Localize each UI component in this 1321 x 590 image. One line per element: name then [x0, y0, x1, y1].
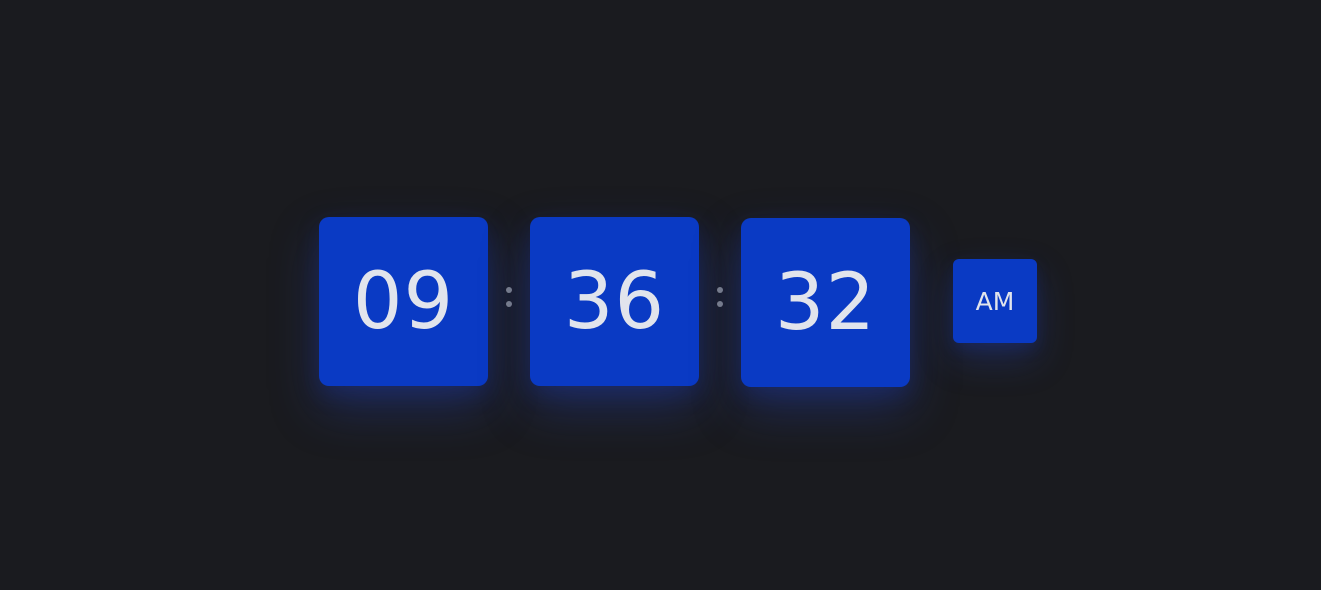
separator-dot — [506, 287, 512, 293]
separator-dot — [506, 301, 512, 307]
hours-tile: 09 — [319, 217, 488, 386]
time-separator — [715, 282, 725, 312]
seconds-value: 32 — [774, 257, 877, 348]
hours-value: 09 — [352, 256, 455, 347]
seconds-tile: 32 — [741, 218, 910, 387]
minutes-value: 36 — [563, 256, 666, 347]
separator-dot — [717, 301, 723, 307]
minutes-tile: 36 — [530, 217, 699, 386]
period-value: AM — [975, 286, 1015, 316]
period-tile: AM — [953, 259, 1037, 343]
separator-dot — [717, 287, 723, 293]
time-separator — [504, 282, 514, 312]
